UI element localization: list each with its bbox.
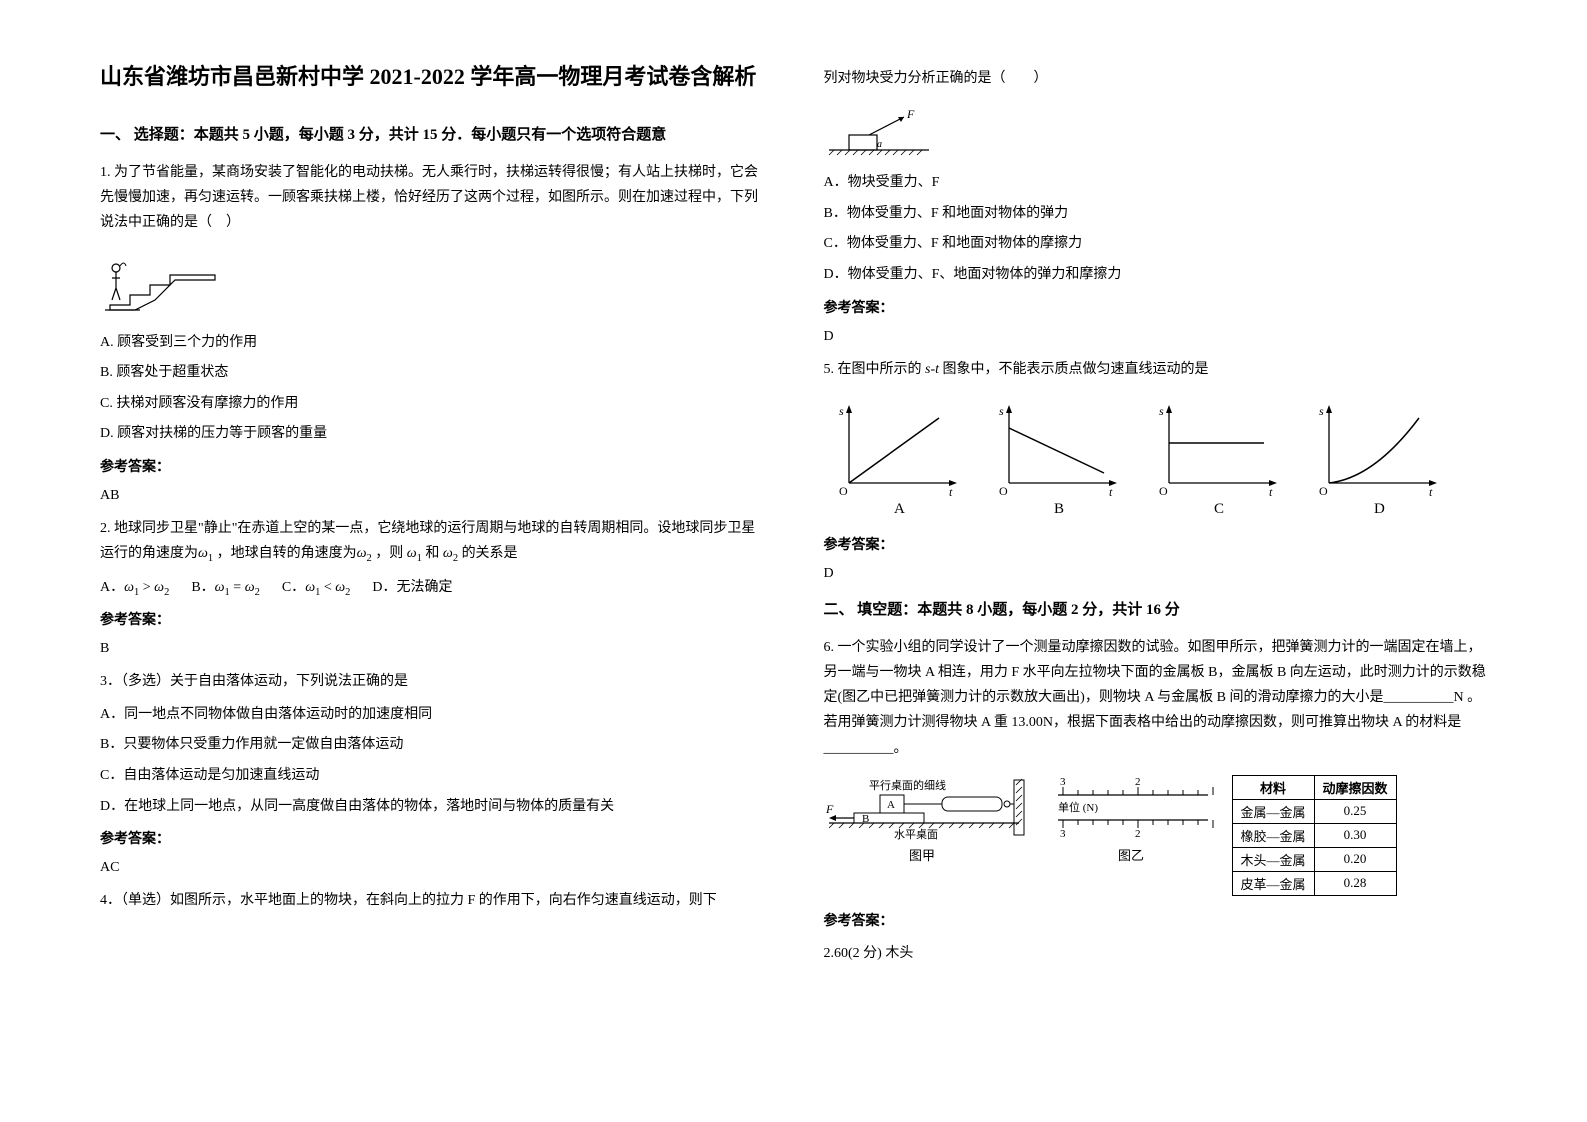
svg-text:s: s — [999, 404, 1004, 418]
q6-stem: 6. 一个实验小组的同学设计了一个测量动摩擦因数的试验。如图甲所示，把弹簧测力计… — [824, 635, 1488, 761]
svg-text:O: O — [1319, 484, 1328, 498]
svg-text:t: t — [1429, 485, 1433, 499]
q3-opt-d: D．在地球上同一地点，从同一高度做自由落体的物体，落地时间与物体的质量有关 — [100, 794, 764, 821]
q2-opt-b: B．ω1 = ω2 — [191, 575, 260, 603]
q5-label-d: D — [1374, 501, 1385, 517]
q3-opt-c: C．自由落体运动是匀加速直线运动 — [100, 763, 764, 790]
q4-opt-a: A．物块受重力、F — [824, 170, 1488, 197]
q2-stem: 2. 地球同步卫星"静止"在赤道上空的某一点，它绕地球的运行周期与地球的自转周期… — [100, 516, 764, 569]
q5-answer: D — [824, 566, 1488, 582]
paper-title: 山东省潍坊市昌邑新村中学 2021-2022 学年高一物理月考试卷含解析 — [100, 60, 764, 93]
svg-text:s: s — [839, 404, 844, 418]
q3-opt-a: A．同一地点不同物体做自由落体运动时的加速度相同 — [100, 702, 764, 729]
q2-opt-c: C．ω1 < ω2 — [282, 575, 351, 603]
q2-stem-b: ，地球自转的角速度为 — [217, 546, 357, 561]
q2-stem-d: 和 — [425, 546, 439, 561]
svg-text:O: O — [839, 484, 848, 498]
q3-answer-label: 参考答案： — [100, 828, 764, 848]
q1-opt-c: C. 扶梯对顾客没有摩擦力的作用 — [100, 391, 764, 418]
q6-figure-yi: 3 2 3 2 单位 (N) 图乙 — [1048, 775, 1218, 870]
q5-answer-label: 参考答案： — [824, 534, 1488, 554]
svg-text:s: s — [1319, 404, 1324, 418]
q4-opt-c: C．物体受重力、F 和地面对物体的摩擦力 — [824, 231, 1488, 258]
escalator-figure — [100, 250, 230, 320]
table-row: 皮革—金属 0.28 — [1232, 871, 1396, 895]
q1-answer-label: 参考答案： — [100, 456, 764, 476]
svg-text:t: t — [1269, 485, 1273, 499]
right-column: 列对物块受力分析正确的是（ ） a F A．物块受重力、F B．物体受重力、F … — [824, 60, 1488, 1062]
q6-figure-row: A B F 平行桌面的细线 水平桌面 — [824, 775, 1488, 896]
svg-text:F: F — [906, 107, 915, 121]
svg-text:a: a — [877, 139, 882, 150]
q5-stem: 5. 在图中所示的 s-t 图象中，不能表示质点做匀速直线运动的是 — [824, 357, 1488, 382]
q3-answer: AC — [100, 860, 764, 876]
q2-opt-d: D．无法确定 — [372, 575, 452, 603]
q1-opt-b: B. 顾客处于超重状态 — [100, 360, 764, 387]
q6-label-desk: 水平桌面 — [894, 828, 938, 841]
svg-text:O: O — [999, 484, 1008, 498]
q1-answer: AB — [100, 488, 764, 504]
q6-answer: 2.60(2 分) 木头 — [824, 942, 1488, 962]
q2-answer: B — [100, 641, 764, 657]
svg-text:t: t — [1109, 485, 1113, 499]
table-row: 橡胶—金属 0.30 — [1232, 823, 1396, 847]
q5-graphs: s t O A s t O B s t O C — [824, 398, 1464, 518]
q6-figure-jia: A B F 平行桌面的细线 水平桌面 — [824, 775, 1034, 870]
q4-answer-label: 参考答案： — [824, 297, 1488, 317]
q6-unit-label: 单位 (N) — [1058, 800, 1098, 814]
q5-label-b: B — [1054, 501, 1064, 517]
svg-text:t: t — [949, 485, 953, 499]
q4-stem-a: 4．（单选）如图所示，水平地面上的物块，在斜向上的拉力 F 的作用下，向右作匀速… — [100, 888, 764, 913]
q3-opt-b: B．只要物体只受重力作用就一定做自由落体运动 — [100, 732, 764, 759]
q4-opt-b: B．物体受重力、F 和地面对物体的弹力 — [824, 201, 1488, 228]
q2-stem-e: 的关系是 — [462, 546, 518, 561]
table-row: 金属—金属 0.25 — [1232, 799, 1396, 823]
q4-answer: D — [824, 329, 1488, 345]
q4-opt-d: D．物体受重力、F、地面对物体的弹力和摩擦力 — [824, 262, 1488, 289]
q6-caption-jia: 图甲 — [909, 848, 935, 863]
svg-text:s: s — [1159, 404, 1164, 418]
q4-figure: a F — [824, 105, 944, 160]
q5-label-a: A — [894, 501, 905, 517]
table-row: 木头—金属 0.20 — [1232, 847, 1396, 871]
table-row: 材料 动摩擦因数 — [1232, 775, 1396, 799]
q6-label-line: 平行桌面的细线 — [869, 778, 946, 792]
svg-text:A: A — [887, 799, 895, 811]
q5-label-c: C — [1214, 501, 1224, 517]
q2-options: A．ω1 > ω2 B．ω1 = ω2 C．ω1 < ω2 D．无法确定 — [100, 575, 764, 603]
q2-opt-a: A．ω1 > ω2 — [100, 575, 169, 603]
q2-stem-c: ，则 — [375, 546, 403, 561]
q1-opt-d: D. 顾客对扶梯的压力等于顾客的重量 — [100, 421, 764, 448]
q1-opt-a: A. 顾客受到三个力的作用 — [100, 330, 764, 357]
th-material: 材料 — [1232, 775, 1314, 799]
q6-answer-label: 参考答案： — [824, 910, 1488, 930]
q2-answer-label: 参考答案： — [100, 609, 764, 629]
svg-text:O: O — [1159, 484, 1168, 498]
q1-stem: 1. 为了节省能量，某商场安装了智能化的电动扶梯。无人乘行时，扶梯运转得很慢；有… — [100, 160, 764, 236]
scale-bot-3: 3 — [1060, 828, 1066, 840]
q4-stem-b: 列对物块受力分析正确的是（ ） — [824, 66, 1488, 91]
svg-text:F: F — [825, 802, 834, 816]
section-1-title: 一、 选择题：本题共 5 小题，每小题 3 分，共计 15 分．每小题只有一个选… — [100, 123, 764, 144]
scale-top-2: 2 — [1135, 776, 1141, 788]
scale-top-3: 3 — [1060, 776, 1066, 788]
th-mu: 动摩擦因数 — [1314, 775, 1396, 799]
q6-caption-yi: 图乙 — [1118, 848, 1144, 863]
left-column: 山东省潍坊市昌邑新村中学 2021-2022 学年高一物理月考试卷含解析 一、 … — [100, 60, 764, 1062]
section-2-title: 二、 填空题：本题共 8 小题，每小题 2 分，共计 16 分 — [824, 598, 1488, 619]
q6-friction-table: 材料 动摩擦因数 金属—金属 0.25 橡胶—金属 0.30 木头—金属 0.2… — [1232, 775, 1397, 896]
q3-stem: 3．（多选）关于自由落体运动，下列说法正确的是 — [100, 669, 764, 694]
scale-bot-2: 2 — [1135, 828, 1141, 840]
